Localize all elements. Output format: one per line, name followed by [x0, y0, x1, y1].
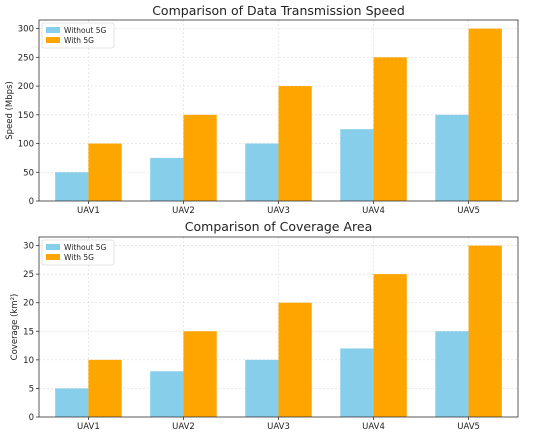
- bar-without-5g-uav4: [340, 348, 374, 417]
- bar-with-5g-uav2: [183, 114, 217, 201]
- bar-without-5g-uav4: [340, 129, 374, 201]
- legend-swatch-with-5g: [46, 254, 60, 260]
- legend-swatch-without-5g: [46, 27, 60, 33]
- chart-title: Comparison of Data Transmission Speed: [152, 3, 405, 18]
- bar-without-5g-uav5: [435, 114, 469, 201]
- legend-label-with-5g: With 5G: [64, 253, 94, 262]
- y-tick-label: 20: [23, 299, 34, 309]
- bar-with-5g-uav3: [278, 86, 312, 201]
- bar-with-5g-uav4: [373, 57, 407, 201]
- x-tick-label-uav3: UAV3: [267, 206, 290, 216]
- x-tick-label-uav2: UAV2: [172, 422, 195, 432]
- bar-with-5g-uav5: [468, 245, 502, 417]
- bar-without-5g-uav3: [245, 143, 279, 201]
- legend-label-without-5g: Without 5G: [64, 26, 106, 35]
- x-tick-label-uav1: UAV1: [77, 206, 100, 216]
- y-tick-label: 100: [18, 140, 34, 150]
- bar-without-5g-uav2: [150, 157, 184, 201]
- x-tick-label-uav1: UAV1: [77, 422, 100, 432]
- legend-swatch-without-5g: [46, 244, 60, 250]
- y-tick-label: 15: [23, 327, 34, 337]
- bar-with-5g-uav2: [183, 331, 217, 417]
- y-tick-label: 5: [29, 384, 34, 394]
- y-tick-label: 10: [23, 356, 34, 366]
- bar-without-5g-uav3: [245, 359, 279, 417]
- bar-without-5g-uav1: [55, 388, 89, 417]
- y-tick-label: 30: [23, 242, 34, 252]
- x-tick-label-uav4: UAV4: [362, 206, 385, 216]
- bar-with-5g-uav1: [88, 359, 122, 417]
- chart-title: Comparison of Coverage Area: [185, 219, 372, 234]
- bar-without-5g-uav5: [435, 331, 469, 417]
- y-tick-label: 0: [29, 413, 34, 423]
- legend-label-with-5g: With 5G: [64, 36, 94, 45]
- y-tick-label: 50: [23, 168, 34, 178]
- x-tick-label-uav5: UAV5: [457, 206, 480, 216]
- y-tick-label: 25: [23, 270, 34, 280]
- y-axis-label: Coverage (km²): [10, 294, 20, 361]
- y-axis-label: Speed (Mbps): [5, 81, 15, 140]
- chart-panel-1: 0 50 100 150 200 250 300 UAV1 UAV2 UAV3 UAV4 UAV5 Co…: [5, 3, 519, 216]
- y-tick-label: 250: [18, 53, 34, 63]
- x-tick-label-uav4: UAV4: [362, 422, 385, 432]
- chart-panel-2: 0 5 10 15 20 25 30 UAV1 UAV2 UAV3 UAV4 UAV5 Comparis…: [10, 219, 519, 432]
- x-tick-label-uav2: UAV2: [172, 206, 195, 216]
- x-tick-label-uav5: UAV5: [457, 422, 480, 432]
- bar-with-5g-uav4: [373, 274, 407, 417]
- bar-without-5g-uav1: [55, 172, 89, 201]
- y-tick-label: 300: [18, 25, 34, 35]
- y-tick-label: 150: [18, 111, 34, 121]
- legend-swatch-with-5g: [46, 37, 60, 43]
- bar-without-5g-uav2: [150, 371, 184, 417]
- bar-with-5g-uav5: [468, 28, 502, 201]
- bar-with-5g-uav3: [278, 302, 312, 417]
- y-tick-label: 0: [29, 197, 34, 207]
- legend-label-without-5g: Without 5G: [64, 243, 106, 252]
- y-tick-label: 200: [18, 82, 34, 92]
- x-tick-label-uav3: UAV3: [267, 422, 290, 432]
- bar-with-5g-uav1: [88, 143, 122, 201]
